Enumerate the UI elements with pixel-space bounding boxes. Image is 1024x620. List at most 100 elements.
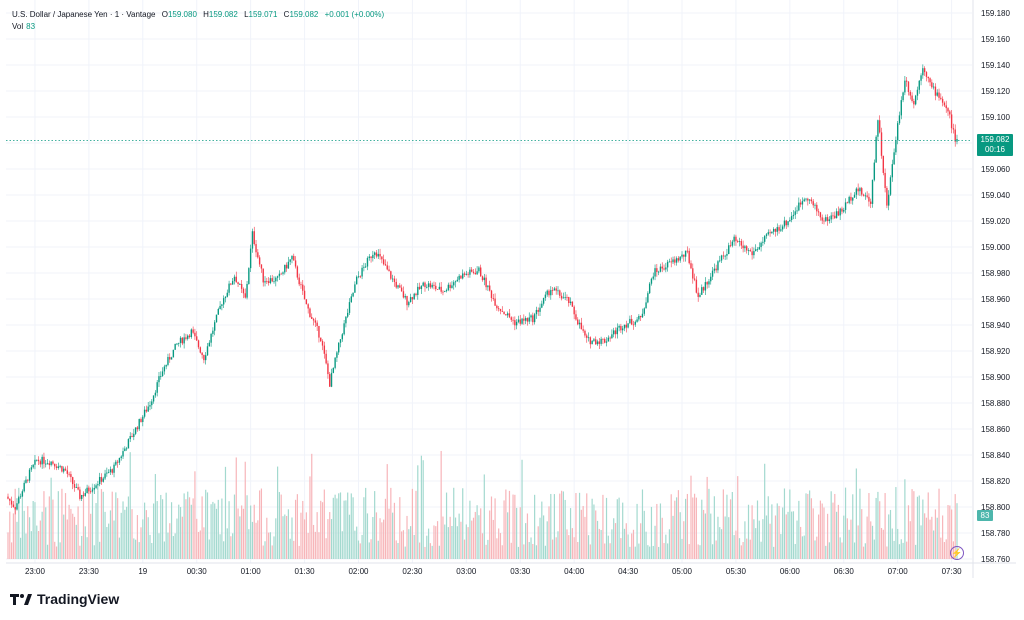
candle-body: [109, 469, 112, 473]
volume-bar: [418, 542, 421, 559]
candle-body: [882, 155, 885, 173]
volume-bar: [742, 542, 744, 559]
candle-body: [850, 196, 852, 201]
volume-bar: [891, 528, 893, 559]
volume-bar: [796, 520, 798, 559]
candle-body: [862, 194, 865, 196]
candle-body: [379, 253, 381, 257]
time-tick-label: 01:00: [241, 567, 262, 576]
candle-body: [158, 376, 160, 383]
volume-bar: [945, 539, 947, 559]
candle-body: [50, 461, 52, 466]
volume-bar: [740, 545, 742, 559]
volume-bar: [686, 493, 688, 559]
candle-body: [774, 228, 777, 232]
candle-body: [647, 293, 649, 303]
candle-body: [630, 318, 633, 325]
candle-body: [895, 140, 897, 153]
candle-body: [395, 281, 397, 288]
flash-icon[interactable]: ⚡: [950, 546, 964, 560]
candle-body: [605, 341, 608, 343]
volume-bar: [503, 500, 505, 559]
volume-bar: [510, 542, 512, 559]
candle-body: [494, 298, 496, 306]
candle-body: [641, 313, 644, 318]
candle-body: [444, 291, 446, 292]
volume-bar: [951, 509, 953, 559]
candle-body: [602, 338, 604, 340]
candle-body: [861, 188, 863, 195]
volume-bar: [864, 543, 866, 559]
candle-body: [519, 319, 521, 324]
volume-bar: [196, 518, 198, 559]
candle-body: [91, 489, 94, 492]
candle-body: [760, 242, 762, 248]
volume-bar: [449, 516, 451, 559]
volume-bar: [733, 535, 735, 559]
candles: [7, 64, 958, 515]
volume-bar: [397, 543, 399, 559]
volume-bar: [113, 520, 115, 559]
candle-body: [805, 198, 807, 200]
volume-bar: [837, 504, 839, 559]
candle-body: [684, 250, 687, 257]
candle-body: [505, 314, 507, 316]
candle-body: [481, 276, 484, 281]
volume-bar: [844, 487, 847, 559]
volume-bar: [122, 501, 124, 559]
candle-body: [916, 89, 919, 96]
volume-bar: [710, 513, 712, 559]
time-tick-label: 06:00: [780, 567, 801, 576]
candle-body: [170, 357, 173, 360]
volume-bar: [812, 508, 814, 559]
candle-body: [197, 340, 200, 348]
volume-bar: [440, 450, 442, 559]
candle-body: [152, 395, 155, 402]
volume-bar: [654, 525, 656, 559]
candle-body: [663, 268, 665, 270]
volume-bar: [920, 525, 922, 559]
candle-body: [834, 215, 836, 219]
candle-body: [871, 179, 874, 204]
volume-bar: [170, 502, 173, 559]
volume-value: 83: [26, 22, 36, 31]
price-chart[interactable]: 159.180 159.160 159.140 159.120 159.100 159.0…: [0, 0, 1024, 580]
volume-bar: [266, 517, 268, 559]
candle-body: [879, 120, 881, 133]
volume-bar: [521, 459, 523, 559]
candle-body: [708, 281, 710, 285]
candle-body: [499, 308, 502, 311]
candle-body: [580, 322, 583, 330]
price-tick-label: 158.940: [981, 321, 1010, 330]
candle-body: [359, 276, 361, 278]
candle-body: [100, 477, 103, 482]
volume-bar: [327, 519, 329, 559]
volume-bar: [643, 510, 645, 559]
candle-body: [217, 309, 219, 315]
volume-bar: [534, 494, 536, 559]
volume-bar: [697, 544, 699, 559]
volume-bar: [336, 498, 338, 559]
candle-body: [276, 276, 279, 278]
candle-body: [237, 282, 239, 285]
volume-bar: [187, 491, 189, 559]
price-tick-label: 159.120: [981, 87, 1010, 96]
candle-body: [825, 217, 827, 221]
volume-bar: [586, 493, 588, 559]
candle-body: [778, 227, 780, 231]
candle-body: [947, 108, 949, 112]
volume-bar: [206, 492, 209, 559]
candle-body: [181, 337, 184, 344]
volume-bar: [729, 499, 732, 559]
candle-body: [165, 364, 167, 367]
candle-body: [120, 456, 122, 458]
candle-body: [476, 271, 478, 275]
volume-bar: [933, 530, 935, 559]
candle-body: [604, 339, 606, 343]
volume-bar: [738, 538, 741, 559]
volume-bar: [408, 529, 410, 559]
volume-bar: [496, 538, 498, 559]
volume-bar: [145, 510, 147, 559]
volume-bar: [415, 490, 417, 559]
volume-bar: [233, 494, 236, 559]
